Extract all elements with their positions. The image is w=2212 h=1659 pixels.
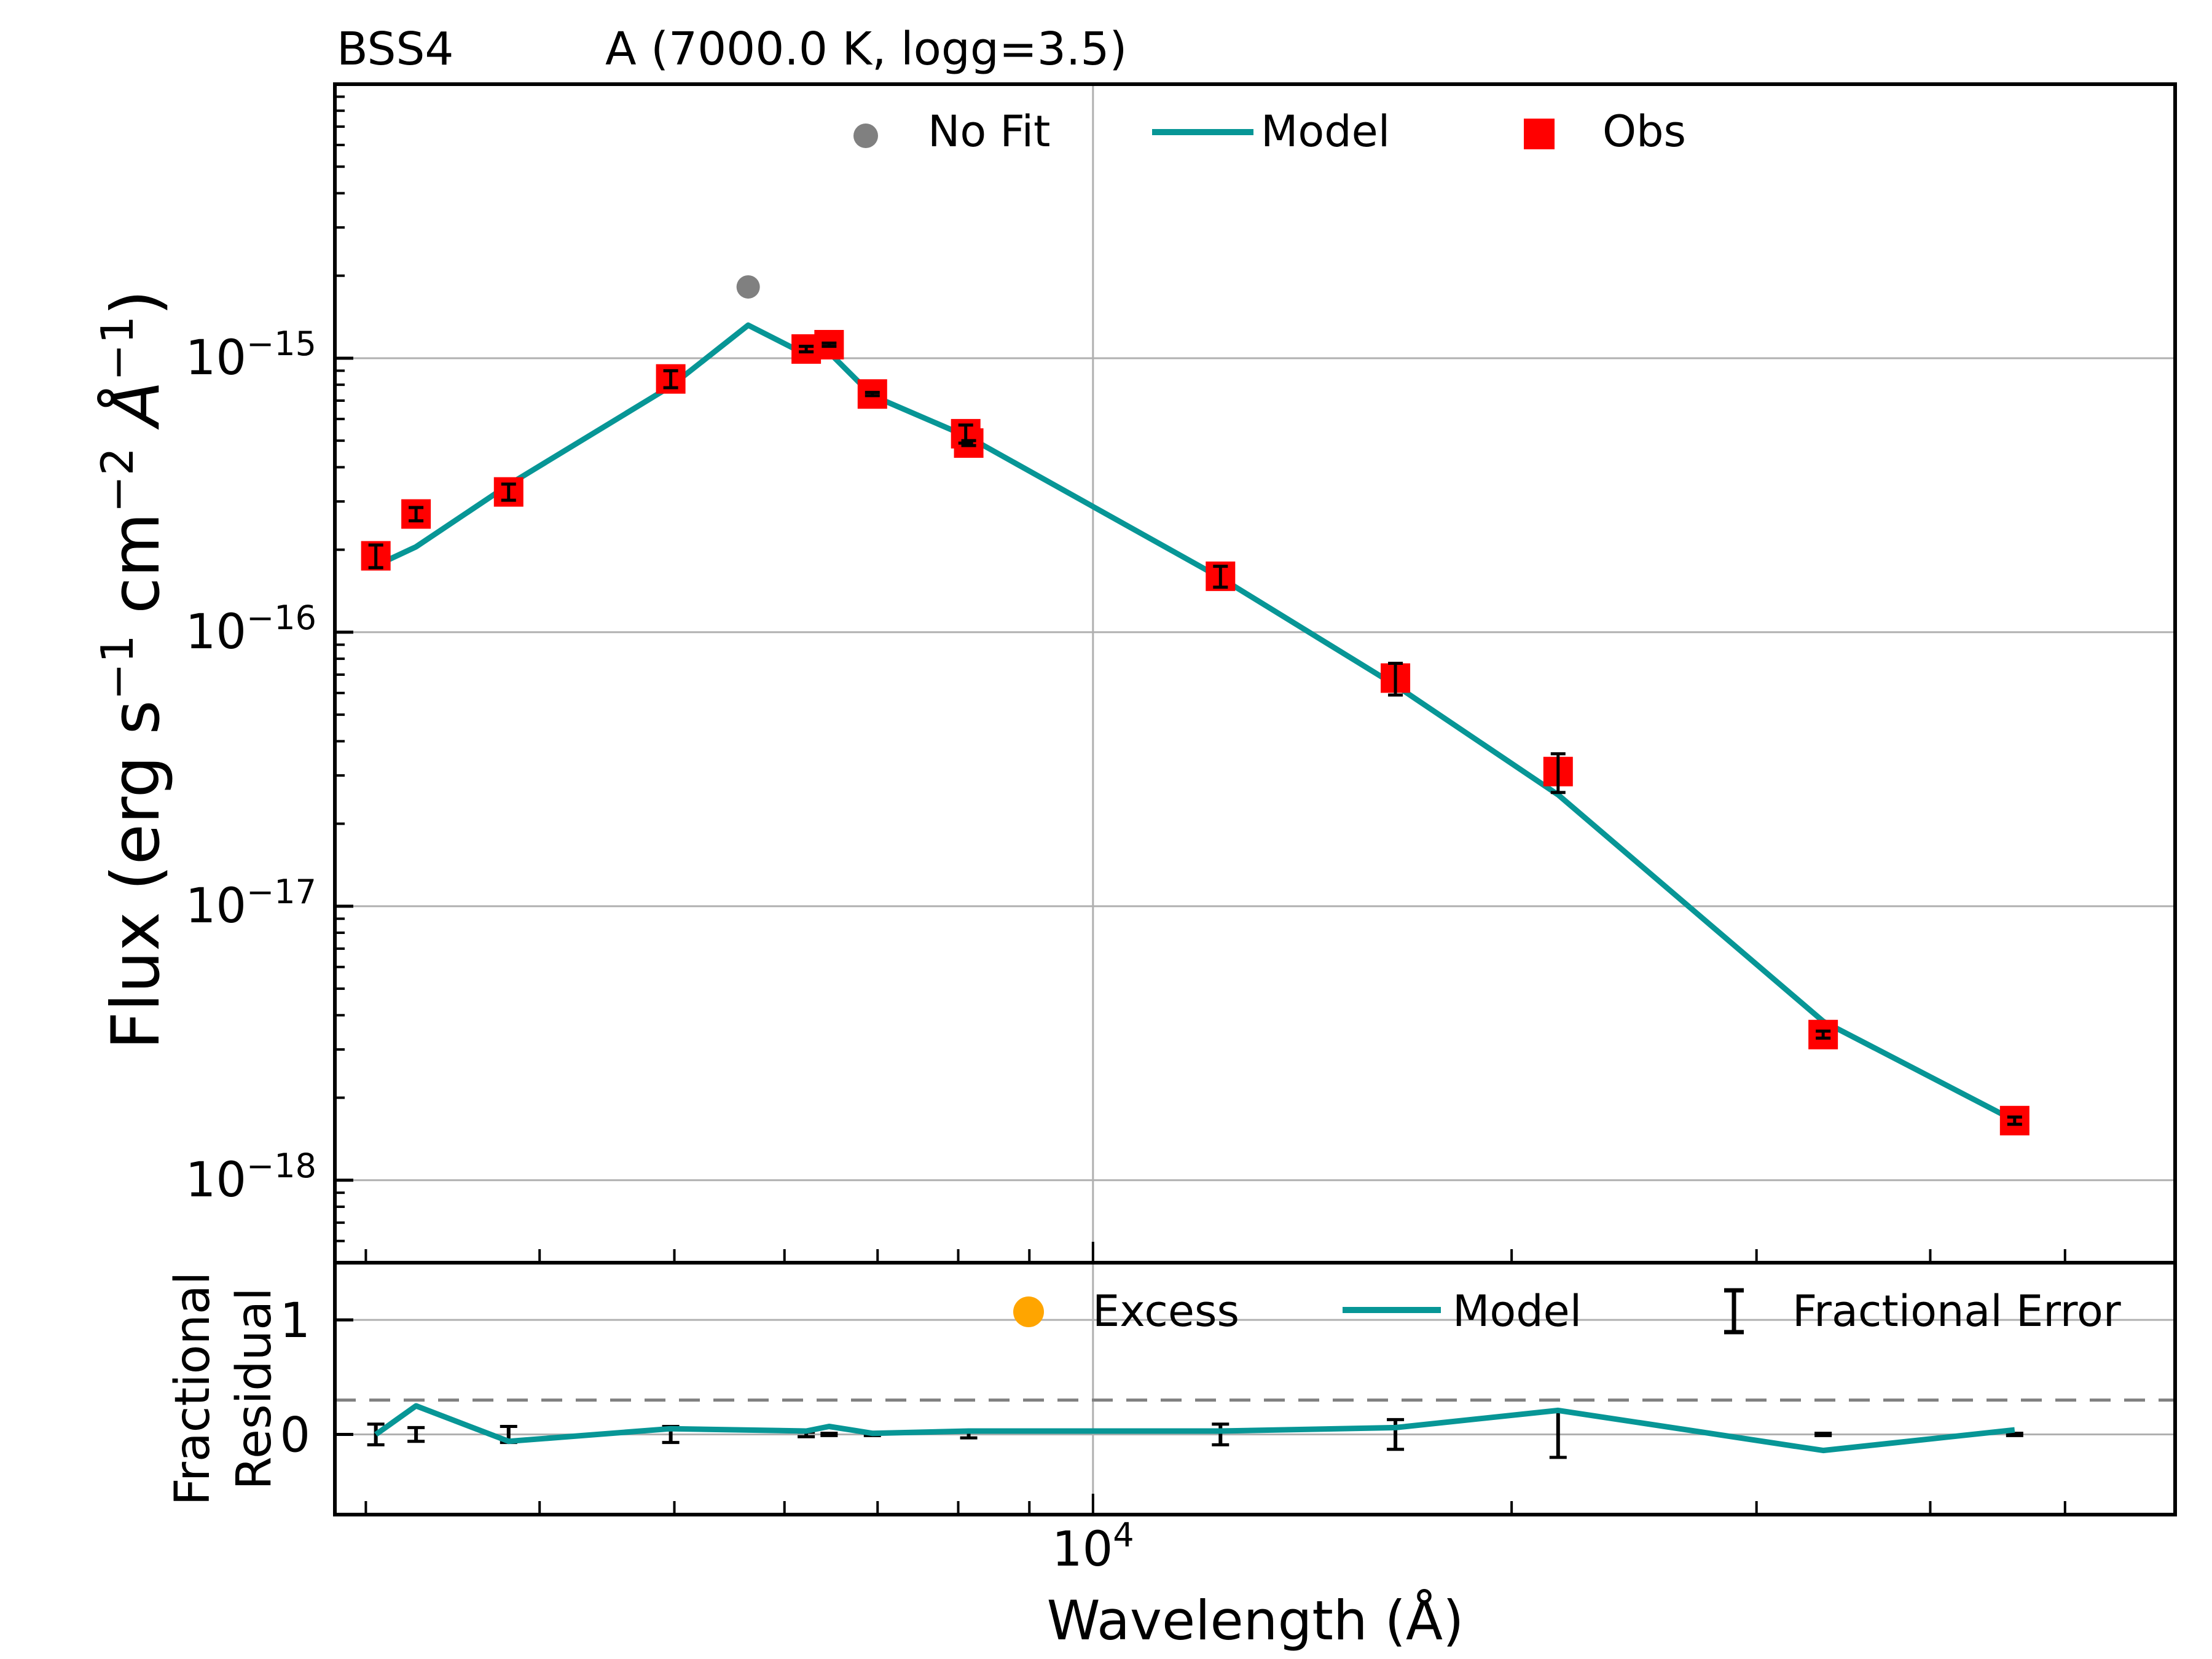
sed-y-tick-label: 10−18 — [186, 1146, 316, 1208]
sed-model-polyline — [374, 322, 2016, 1123]
legend-nofit-marker — [853, 124, 878, 148]
sed-y-tick-label: 10−16 — [186, 598, 316, 660]
legend-excess-label: Excess — [1092, 1286, 1239, 1336]
residual-y-tick-label: 1 — [280, 1293, 310, 1349]
wavelength-axis-label: Wavelength (Å) — [1047, 1589, 1464, 1652]
nofit-point — [736, 275, 760, 299]
sed-model-line — [374, 322, 2016, 1123]
fit-title: A (7000.0 K, logg=3.5) — [605, 23, 1127, 76]
sed-nofit-points — [736, 275, 760, 299]
residual-model-polyline — [374, 1403, 2015, 1454]
legend-fractional-error-marker — [1724, 1288, 1744, 1335]
sed-y-tick-labels: 10−15 10−16 10−17 10−18 — [186, 324, 316, 1207]
residual-grid — [335, 1263, 2175, 1515]
legend-obs-label: Obs — [1602, 106, 1686, 157]
legend-excess-marker — [1013, 1296, 1044, 1327]
legend-model-label-residual: Model — [1453, 1286, 1582, 1336]
sed-error-bars — [368, 341, 2022, 1126]
flux-axis-label: Flux (erg s−1 cm−2 Å−1) — [92, 290, 175, 1050]
residual-legend: Excess Model Fractional Error — [1013, 1286, 2121, 1336]
sed-panel: 10−15 10−16 10−17 10−18 BSS4 A (7000.0 K, l… — [92, 23, 2177, 1265]
legend-nofit-label: No Fit — [928, 106, 1051, 157]
residual-y-tick-labels: 01 — [280, 1293, 310, 1463]
sed-plot-frame — [333, 82, 2177, 1265]
residual-y-tick-label: 0 — [280, 1408, 310, 1464]
residual-axis-label-line1: Fractional — [165, 1272, 221, 1506]
sed-y-tick-label: 10−15 — [186, 324, 316, 386]
legend-obs-marker — [1524, 119, 1555, 149]
x-tick-label-1e4: 104 — [1052, 1516, 1134, 1578]
sed-y-tick-label: 10−17 — [186, 872, 316, 934]
legend-fractional-error-label: Fractional Error — [1792, 1286, 2121, 1336]
sed-obs-points — [361, 329, 2030, 1135]
sed-legend: No Fit Model Obs — [853, 106, 1686, 157]
sed-ticks — [335, 95, 2066, 1264]
residual-plot-frame — [333, 1261, 2177, 1516]
residual-axis-label-line2: Residual — [227, 1287, 282, 1489]
object-name: BSS4 — [337, 23, 454, 76]
sed-grid — [335, 84, 2175, 1263]
residual-model-line — [374, 1403, 2015, 1454]
residual-ticks — [335, 1318, 2066, 1515]
legend-model-label: Model — [1261, 106, 1390, 157]
residual-panel: 01 Fractional Residual Excess Model Frac… — [165, 1261, 2177, 1652]
